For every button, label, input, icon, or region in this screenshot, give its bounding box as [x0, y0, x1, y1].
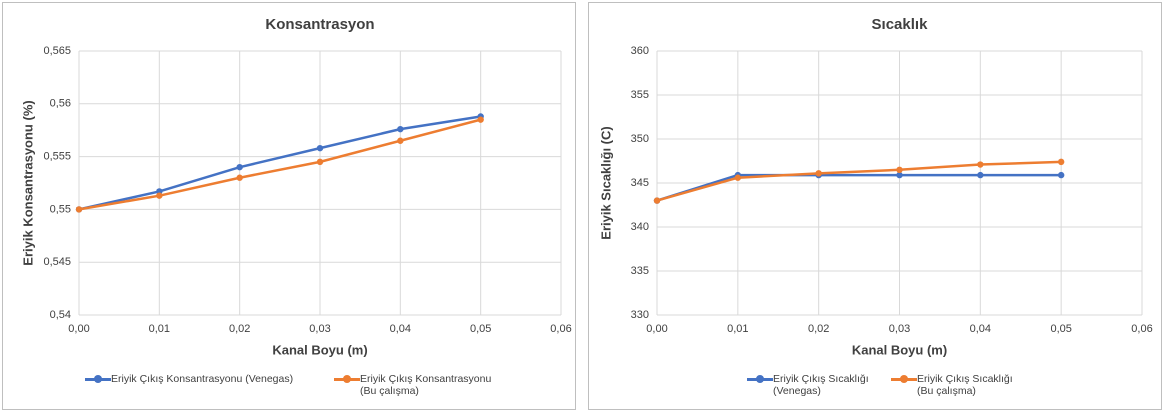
legend-item: Eriyik Çıkış Sıcaklığı (Bu çalışma) — [891, 373, 1027, 397]
chart-panel: Sıcaklık 330 335 340 345 350 355 360 0,00 0,01 0,0… — [588, 2, 1162, 410]
legend-item: Eriyik Çıkış Sıcaklığı (Venegas) — [747, 373, 883, 397]
data-point — [397, 137, 404, 144]
x-tick-label: 0,05 — [1050, 323, 1071, 335]
y-tick-label: 355 — [631, 89, 649, 101]
y-axis-title: Eriyik Konsantrasyonu (%) — [20, 100, 35, 265]
data-point — [896, 166, 903, 173]
y-tick-label: 0,555 — [43, 151, 71, 163]
data-point — [316, 158, 324, 166]
y-tick-label: 0,565 — [43, 45, 71, 57]
data-point — [1057, 171, 1065, 179]
x-tick-label: 0,01 — [149, 323, 170, 335]
x-tick-label: 0,00 — [646, 323, 667, 335]
series-line — [78, 115, 481, 211]
data-point — [75, 206, 83, 213]
data-point — [977, 161, 984, 168]
data-point — [896, 171, 903, 179]
x-tick-label: 0,02 — [808, 323, 829, 335]
y-tick-label: 340 — [631, 221, 649, 233]
legend-label: Eriyik Çıkış Sıcaklığı (Venegas) — [773, 373, 869, 397]
legend-item: Eriyik Çıkış Konsantrasyonu (Bu çalışma) — [334, 373, 510, 397]
x-tick-label: 0,02 — [229, 323, 250, 335]
x-tick-label: 0,00 — [68, 323, 89, 335]
data-point — [236, 174, 243, 181]
x-axis-title: Kanal Boyu (m) — [852, 342, 947, 357]
x-tick-label: 0,06 — [550, 323, 571, 335]
legend-swatch — [334, 373, 360, 385]
chart: Konsantrasyon 0,54 0,545 0,55 0,555 0,56 0,565… — [20, 16, 571, 357]
x-tick-label: 0,06 — [1131, 323, 1152, 335]
data-point — [977, 171, 984, 179]
chart-panel: Konsantrasyon 0,54 0,545 0,55 0,555 0,56 0,565… — [2, 2, 576, 410]
legend-swatch — [891, 373, 917, 385]
series-line — [656, 160, 1062, 202]
chart-title: Sıcaklık — [872, 16, 929, 33]
x-tick-label: 0,01 — [727, 323, 748, 335]
data-point — [316, 144, 324, 152]
data-point — [477, 116, 484, 123]
chart: Sıcaklık 330 335 340 345 350 355 360 0,00 0,01 0,0… — [598, 16, 1152, 357]
legend-swatch — [85, 373, 111, 385]
legend-label: Eriyik Çıkış Konsantrasyonu (Bu çalışma) — [360, 373, 492, 397]
data-point — [397, 125, 404, 133]
y-tick-label: 0,56 — [50, 98, 71, 110]
y-tick-label: 360 — [631, 45, 649, 57]
y-tick-label: 330 — [631, 309, 649, 321]
series-line — [656, 173, 1062, 202]
legend: Eriyik Çıkış Sıcaklığı (Venegas) Eriyik Ç… — [747, 373, 1027, 397]
x-tick-label: 0,03 — [889, 323, 910, 335]
data-point — [815, 170, 822, 177]
x-tick-label: 0,05 — [470, 323, 491, 335]
legend-label: Eriyik Çıkış Sıcaklığı (Bu çalışma) — [917, 373, 1013, 397]
y-tick-label: 0,545 — [43, 256, 71, 268]
y-tick-label: 350 — [631, 133, 649, 145]
legend: Eriyik Çıkış Konsantrasyonu (Venegas) Eri… — [85, 373, 510, 397]
y-tick-label: 345 — [631, 177, 649, 189]
data-point — [236, 163, 243, 171]
data-point — [653, 197, 661, 204]
chart-title: Konsantrasyon — [265, 16, 374, 33]
x-tick-label: 0,04 — [970, 323, 991, 335]
y-tick-label: 335 — [631, 265, 649, 277]
legend-item: Eriyik Çıkış Konsantrasyonu (Venegas) — [85, 373, 326, 397]
x-axis-title: Kanal Boyu (m) — [272, 342, 367, 357]
y-tick-label: 0,54 — [50, 309, 71, 321]
legend-label: Eriyik Çıkış Konsantrasyonu (Venegas) — [111, 373, 294, 385]
series-line — [78, 118, 481, 211]
x-tick-label: 0,03 — [309, 323, 330, 335]
data-point — [1057, 158, 1065, 166]
data-point — [734, 174, 742, 181]
y-axis-title: Eriyik Sıcaklığı (C) — [598, 126, 613, 239]
y-tick-label: 0,55 — [50, 203, 71, 215]
x-tick-label: 0,04 — [390, 323, 411, 335]
data-point — [156, 192, 163, 199]
legend-swatch — [747, 373, 773, 385]
